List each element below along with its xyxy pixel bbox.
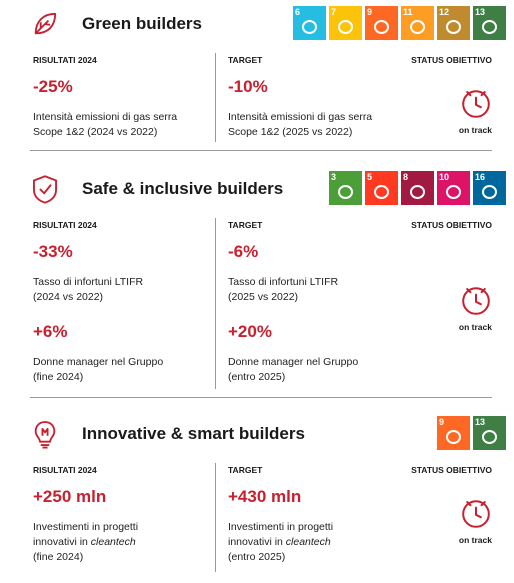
sdg-number: 5 [367,172,373,182]
sdg-pictogram [446,430,461,444]
description-segment: cleantech [285,536,331,548]
sdg-icon: 13 [473,416,506,450]
sdg-icon: 11 [401,6,434,40]
status-label: on track [458,322,492,332]
status-icon [462,287,490,315]
sdg-number: 8 [403,172,409,182]
sdg-icon: 16 [473,171,506,205]
section-title: Innovative & smart builders [82,424,305,443]
metric-value: -25% [33,77,73,96]
sdg-pictogram [482,430,497,444]
sdg-pictogram [482,185,497,199]
sdg-icon: 5 [365,171,398,205]
section-icon [34,12,57,35]
sdg-number: 11 [403,7,413,17]
sdg-number: 6 [295,7,301,17]
section-icon [34,421,56,449]
sdg-number: 12 [439,7,450,17]
sdg-number: 9 [367,7,373,17]
metric-value: -33% [33,242,73,261]
description-segment: innovativi in [33,536,91,548]
sdg-number: 3 [331,172,337,182]
sdg-pictogram [374,20,389,34]
section-separator [30,150,492,151]
metric-description: (fine 2024) [33,551,84,563]
metric-description: Intensità emissioni di gas serra [33,111,178,123]
metric-value: -10% [228,77,268,96]
sdg-pictogram [374,185,389,199]
section-title: Green builders [82,14,202,33]
sdg-pictogram [446,185,461,199]
metric-description: (2024 vs 2022) [33,291,104,303]
sdg-icon: 6 [293,6,326,40]
sdg-number: 13 [475,7,486,17]
metric-description: Tasso di infortuni LTIFR [228,276,339,288]
metric-description: Donne manager nel Gruppo [33,356,164,368]
column-header: STATUS OBIETTIVO [411,465,492,475]
sdg-icon: 9 [437,416,470,450]
column-header: TARGET [228,220,263,230]
metric-value: -6% [228,242,259,261]
column-header: RISULTATI 2024 [33,55,97,65]
sdg-icon: 9 [365,6,398,40]
description-segment: innovativi in [228,536,286,548]
column-header: STATUS OBIETTIVO [411,55,492,65]
section-icon [33,175,57,204]
column-header: RISULTATI 2024 [33,220,97,230]
sdg-number: 13 [475,417,486,427]
column-header: TARGET [228,55,263,65]
sdg-pictogram [410,185,425,199]
column-divider [215,463,216,572]
metric-description: (fine 2024) [33,371,84,383]
metric-description: (entro 2025) [228,371,286,383]
column-header: RISULTATI 2024 [33,465,97,475]
sdg-icon: 3 [329,171,362,205]
sdg-icon: 13 [473,6,506,40]
status-icon [462,90,490,118]
metric-description: innovativi in cleantech [33,535,136,550]
column-header: STATUS OBIETTIVO [411,220,492,230]
metric-value: +430 mln [228,487,302,506]
metric-description: (entro 2025) [228,551,286,563]
metric-description: Scope 1&2 (2024 vs 2022) [33,126,158,138]
sdg-number: 9 [439,417,445,427]
status-label: on track [458,535,492,545]
sdg-icon: 10 [437,171,470,205]
metric-value: +250 mln [33,487,107,506]
section-separator [30,397,492,398]
metric-description: innovativi in cleantech [228,535,331,550]
sdg-icon: 7 [329,6,362,40]
column-divider [215,53,216,142]
sdg-pictogram [302,20,317,34]
sdg-pictogram [338,20,353,34]
sdg-number: 16 [475,172,486,182]
sdg-pictogram [338,185,353,199]
description-segment: cleantech [90,536,136,548]
metric-description: Intensità emissioni di gas serra [228,111,373,123]
metric-description: Tasso di infortuni LTIFR [33,276,144,288]
sdg-pictogram [482,20,497,34]
section-title: Safe & inclusive builders [82,179,284,198]
metric-value: +20% [228,322,272,341]
metric-value: +6% [33,322,68,341]
metric-description: Scope 1&2 (2025 vs 2022) [228,126,353,138]
metric-description: Donne manager nel Gruppo [228,356,359,368]
sdg-number: 7 [331,7,337,17]
sdg-number: 10 [439,172,450,182]
sdg-pictogram [410,20,425,34]
status-label: on track [458,125,492,135]
metric-description: (2025 vs 2022) [228,291,299,303]
column-divider [215,218,216,389]
sdg-pictogram [446,20,461,34]
status-icon [462,500,490,528]
sdg-icon: 12 [437,6,470,40]
metric-description: Investimenti in progetti [33,521,139,533]
metric-description: Investimenti in progetti [228,521,334,533]
sdg-icon: 8 [401,171,434,205]
column-header: TARGET [228,465,263,475]
